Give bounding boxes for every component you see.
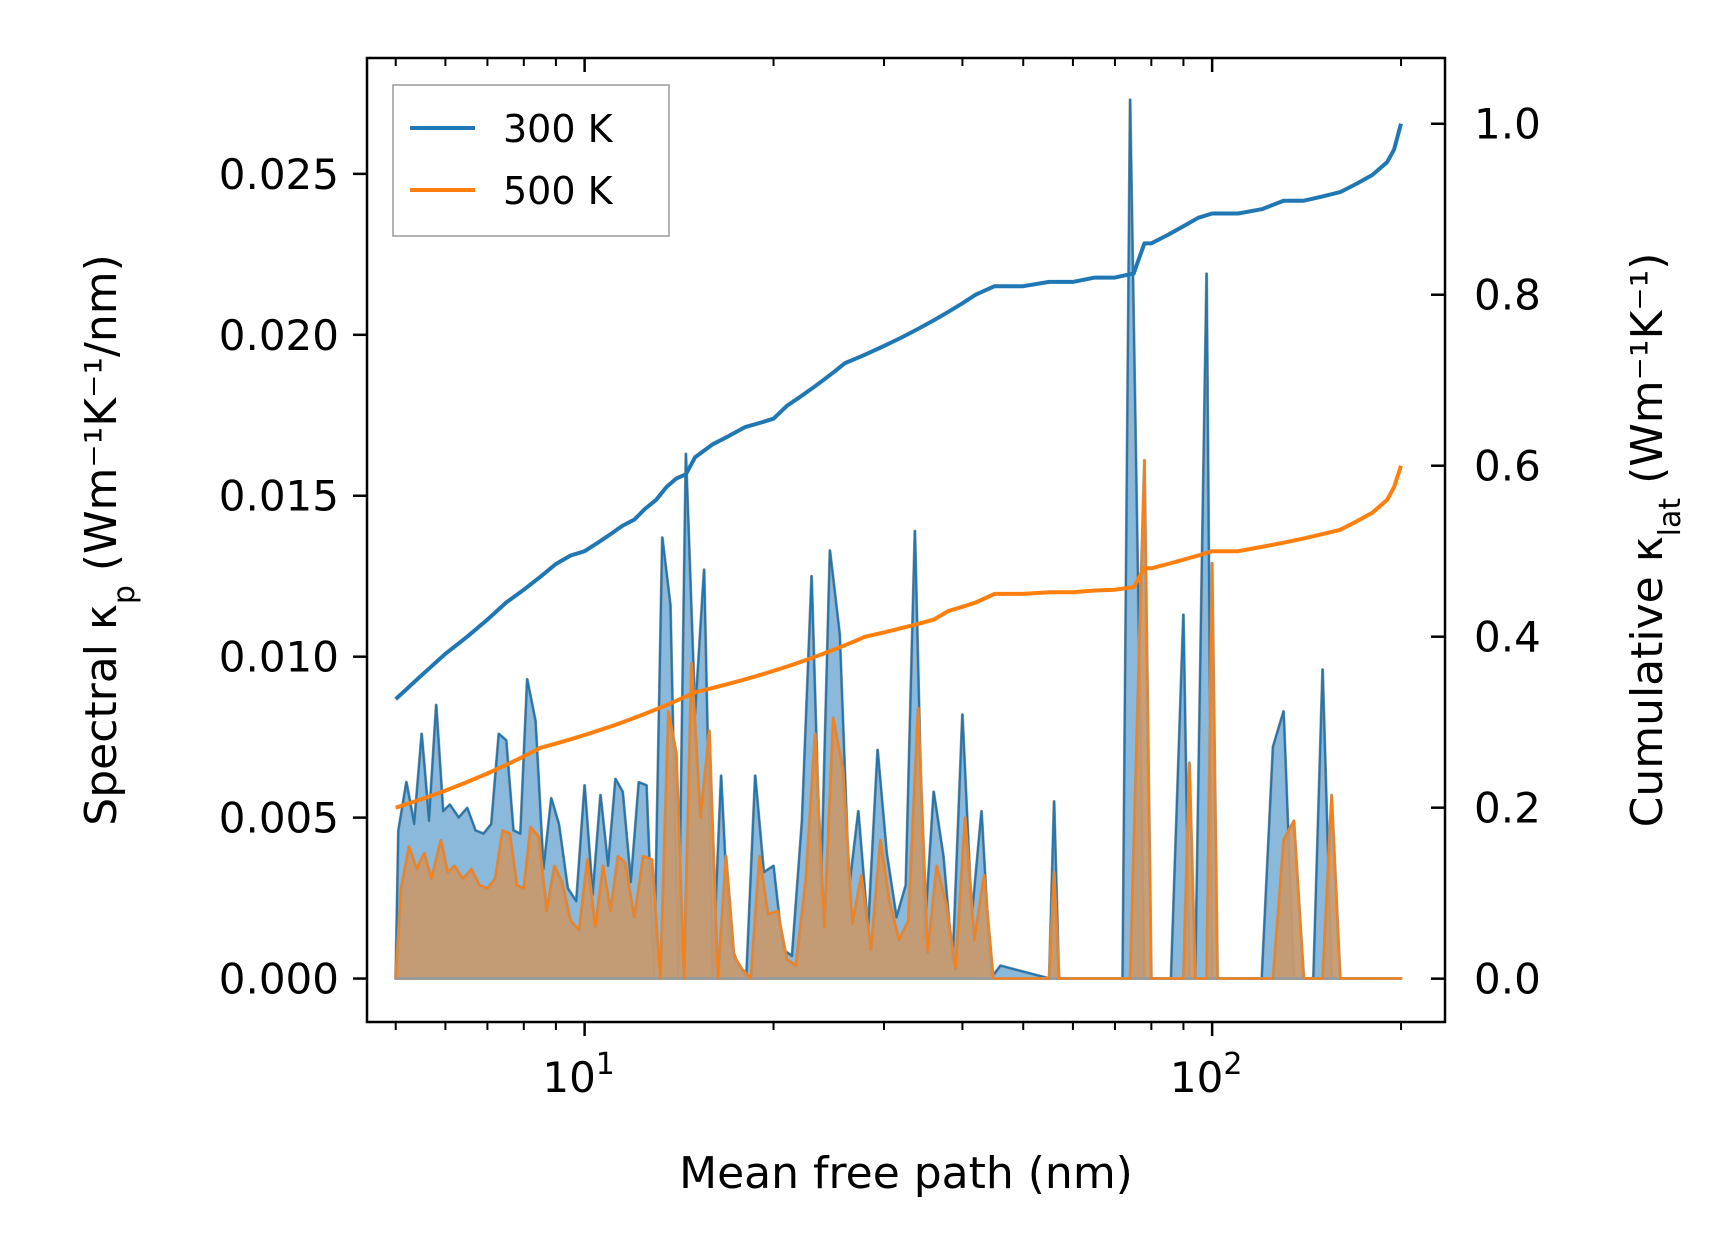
- spectral-line-500k: [394, 459, 1401, 980]
- tick-labels: 0.000 0.005 0.010 0.015 0.020 0.025 0.0 0.2 0.4 0…: [219, 100, 1541, 1102]
- y-left-tick-label: 0.020: [219, 311, 339, 360]
- cumulative-line-300k: [394, 123, 1403, 701]
- y-axis-left-title: Spectral κp (Wm⁻¹K⁻¹/nm): [76, 254, 142, 825]
- y-right-tick-label: 0.0: [1474, 955, 1541, 1004]
- y-left-title-units: (Wm⁻¹K⁻¹/nm): [76, 254, 127, 571]
- x-tick-label: 101: [542, 1047, 615, 1102]
- y-left-title-sub: p: [107, 585, 142, 604]
- cumulative-line-500k: [395, 465, 1403, 810]
- plot-area: [394, 98, 1403, 980]
- y-left-tick-label: 0.000: [219, 955, 339, 1004]
- tick-marks: [353, 58, 1445, 1036]
- legend-frame: [392, 84, 670, 237]
- y-left-tick-label: 0.025: [219, 150, 339, 199]
- y-right-tick-label: 1.0: [1474, 100, 1541, 149]
- axes-frame: [365, 56, 1447, 1024]
- legend: 300 K 500 K: [392, 84, 670, 237]
- y-right-tick-label: 0.2: [1474, 784, 1541, 833]
- y-right-tick-label: 0.4: [1474, 613, 1541, 662]
- y-left-tick-label: 0.015: [219, 472, 339, 521]
- y-right-title-units: (Wm⁻¹K⁻¹): [1622, 253, 1673, 484]
- y-right-tick-label: 0.6: [1474, 442, 1541, 491]
- y-right-tick-label: 0.8: [1474, 271, 1541, 320]
- x-axis-title: Mean free path (nm): [679, 1148, 1133, 1199]
- y-right-title-base: Cumulative κ: [1622, 536, 1673, 827]
- y-right-title-sub: lat: [1653, 498, 1688, 537]
- y-left-tick-label: 0.005: [219, 794, 339, 843]
- legend-label-300k: 300 K: [503, 107, 614, 151]
- cumulative-lines: [394, 123, 1403, 810]
- x-tick-label: 102: [1170, 1047, 1243, 1102]
- y-left-tick-label: 0.010: [219, 633, 339, 682]
- legend-label-500k: 500 K: [503, 169, 614, 213]
- y-left-title-base: Spectral κ: [76, 604, 127, 826]
- y-axis-right-title: Cumulative κlat (Wm⁻¹K⁻¹): [1622, 253, 1688, 828]
